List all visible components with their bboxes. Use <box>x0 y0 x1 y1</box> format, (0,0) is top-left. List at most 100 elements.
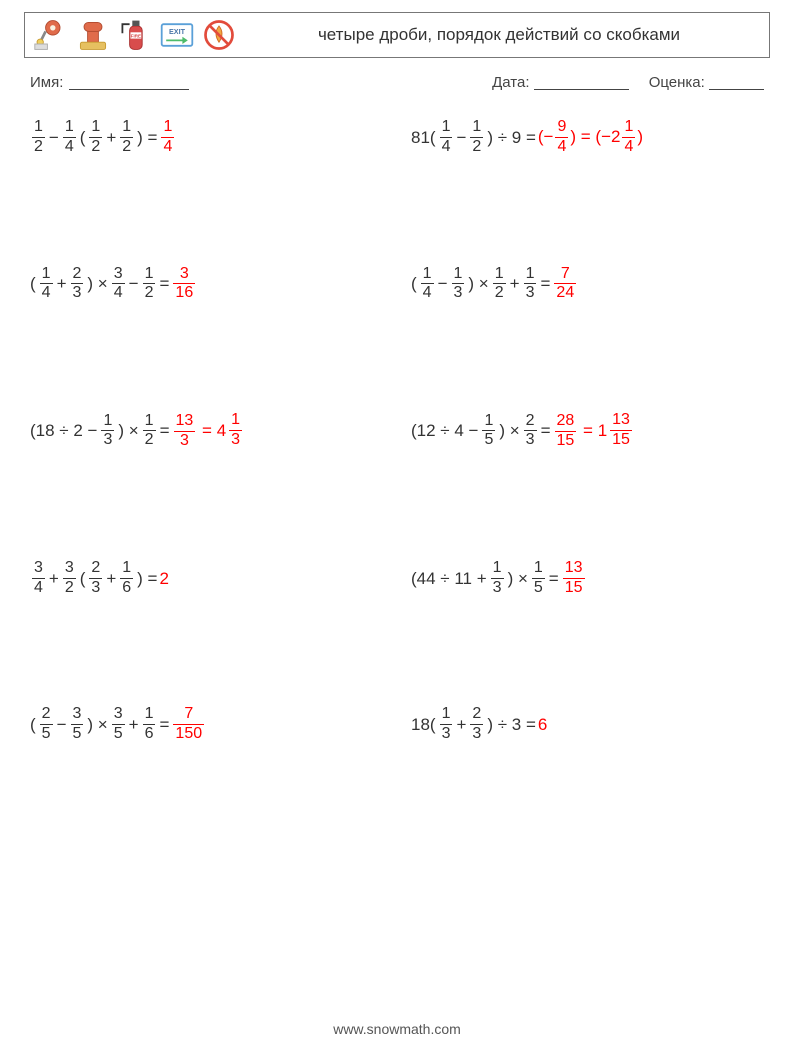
extinguisher-icon: FIRE <box>117 17 153 53</box>
fraction: 23 <box>524 413 537 450</box>
expr-text: ) ÷ 9 = <box>487 129 536 146</box>
answer: 2815 = 11315 <box>553 412 634 450</box>
expr-text: 81( <box>411 129 436 146</box>
answer: 1315 <box>561 560 587 597</box>
fraction: 13 <box>229 412 242 449</box>
problem-10: 18(13 + 23) ÷ 3 = 6 <box>411 706 764 743</box>
fraction: 15 <box>532 560 545 597</box>
name-label: Имя: <box>30 74 63 91</box>
fraction: 13 <box>491 560 504 597</box>
expr-text: ) = (−2 <box>570 127 620 146</box>
alarm-bell-icon <box>33 17 69 53</box>
expr-text: = <box>160 422 170 439</box>
expr-text: ( <box>80 570 86 587</box>
fraction: 13 <box>452 266 465 303</box>
expr-text: = <box>549 570 559 587</box>
expr-text: (12 ÷ 4 − <box>411 422 478 439</box>
fraction: 35 <box>71 706 84 743</box>
fraction: 23 <box>89 560 102 597</box>
expr-text: ) × <box>87 275 107 292</box>
operator: + <box>57 275 67 292</box>
footer-url: www.snowmath.com <box>0 1021 794 1037</box>
fraction: 724 <box>554 266 576 303</box>
problem-5: (18 ÷ 2 − 13) × 12 = 133 = 413 <box>30 412 383 450</box>
fraction: 12 <box>120 119 133 156</box>
operator: − <box>438 275 448 292</box>
expr-text: 18( <box>411 716 436 733</box>
score-blank[interactable] <box>709 75 764 90</box>
expr-text: 2 <box>159 569 168 588</box>
mixed-number: 11315 <box>598 412 634 449</box>
fraction: 316 <box>173 266 195 303</box>
exit-sign-icon: EXIT <box>159 17 195 53</box>
problems-grid: 12 − 14(12 + 12) = 1481(14 − 12) ÷ 9 = (… <box>24 119 770 743</box>
expr-text: = <box>578 421 597 440</box>
expr-text: ) × <box>118 422 138 439</box>
expr-text: ) × <box>468 275 488 292</box>
fraction: 32 <box>63 560 76 597</box>
expr-text: ) × <box>87 716 107 733</box>
expr-text: 6 <box>538 715 547 734</box>
fraction: 12 <box>32 119 45 156</box>
operator: + <box>49 570 59 587</box>
fraction: 12 <box>89 119 102 156</box>
expr-text: = <box>159 716 169 733</box>
fraction: 34 <box>112 266 125 303</box>
name-blank[interactable] <box>69 75 189 90</box>
answer: 316 <box>171 266 197 303</box>
worksheet-page: FIRE EXIT четыре дроби, порядок действий… <box>0 0 794 1053</box>
operator: + <box>106 570 116 587</box>
date-label: Дата: <box>492 74 529 91</box>
fraction: 14 <box>63 119 76 156</box>
expr-text: ) ÷ 3 = <box>487 716 536 733</box>
fraction: 12 <box>143 413 156 450</box>
answer: 133 = 413 <box>172 412 245 450</box>
fraction: 13 <box>440 706 453 743</box>
expr-text: = <box>540 275 550 292</box>
worksheet-title: четыре дроби, порядок действий со скобка… <box>247 24 751 47</box>
fire-alarm-icon <box>75 17 111 53</box>
expr-text: (− <box>538 127 554 146</box>
expr-text: ( <box>80 129 86 146</box>
expr-text: ( <box>30 716 36 733</box>
fraction: 16 <box>120 560 133 597</box>
date-blank[interactable] <box>534 75 629 90</box>
operator: + <box>106 129 116 146</box>
fraction: 25 <box>40 706 53 743</box>
problem-9: (25 − 35) × 35 + 16 = 7150 <box>30 706 383 743</box>
fraction: 23 <box>71 266 84 303</box>
fraction: 23 <box>470 706 483 743</box>
fraction: 13 <box>101 413 114 450</box>
problem-8: (44 ÷ 11 + 13) × 15 = 1315 <box>411 560 764 597</box>
fraction: 12 <box>493 266 506 303</box>
fraction: 14 <box>40 266 53 303</box>
fraction: 14 <box>421 266 434 303</box>
operator: − <box>456 129 466 146</box>
title-wrap: четыре дроби, порядок действий со скобка… <box>237 24 761 47</box>
operator: − <box>129 275 139 292</box>
expr-text: = <box>159 275 169 292</box>
fraction: 16 <box>143 706 156 743</box>
operator: + <box>456 716 466 733</box>
svg-text:EXIT: EXIT <box>169 27 186 36</box>
fraction: 12 <box>143 266 156 303</box>
fraction: 14 <box>161 119 174 156</box>
header-bar: FIRE EXIT четыре дроби, порядок действий… <box>24 12 770 58</box>
meta-row: Имя: Дата: Оценка: <box>30 72 764 91</box>
problem-6: (12 ÷ 4 − 15) × 23 = 2815 = 11315 <box>411 412 764 450</box>
expr-text: ) = <box>137 129 157 146</box>
fraction: 2815 <box>555 413 577 450</box>
answer: 14 <box>159 119 176 156</box>
fraction: 34 <box>32 560 45 597</box>
fraction: 94 <box>555 119 568 156</box>
answer: 7150 <box>171 706 206 743</box>
problem-2: 81(14 − 12) ÷ 9 = (−94) = (−214) <box>411 119 764 156</box>
expr-text: ) × <box>508 570 528 587</box>
expr-text: (18 ÷ 2 − <box>30 422 97 439</box>
expr-text: ( <box>411 275 417 292</box>
fraction: 7150 <box>173 706 204 743</box>
answer: 6 <box>538 716 547 733</box>
expr-text: ( <box>30 275 36 292</box>
expr-text: (44 ÷ 11 + <box>411 570 487 587</box>
problem-4: (14 − 13) × 12 + 13 = 724 <box>411 266 764 303</box>
